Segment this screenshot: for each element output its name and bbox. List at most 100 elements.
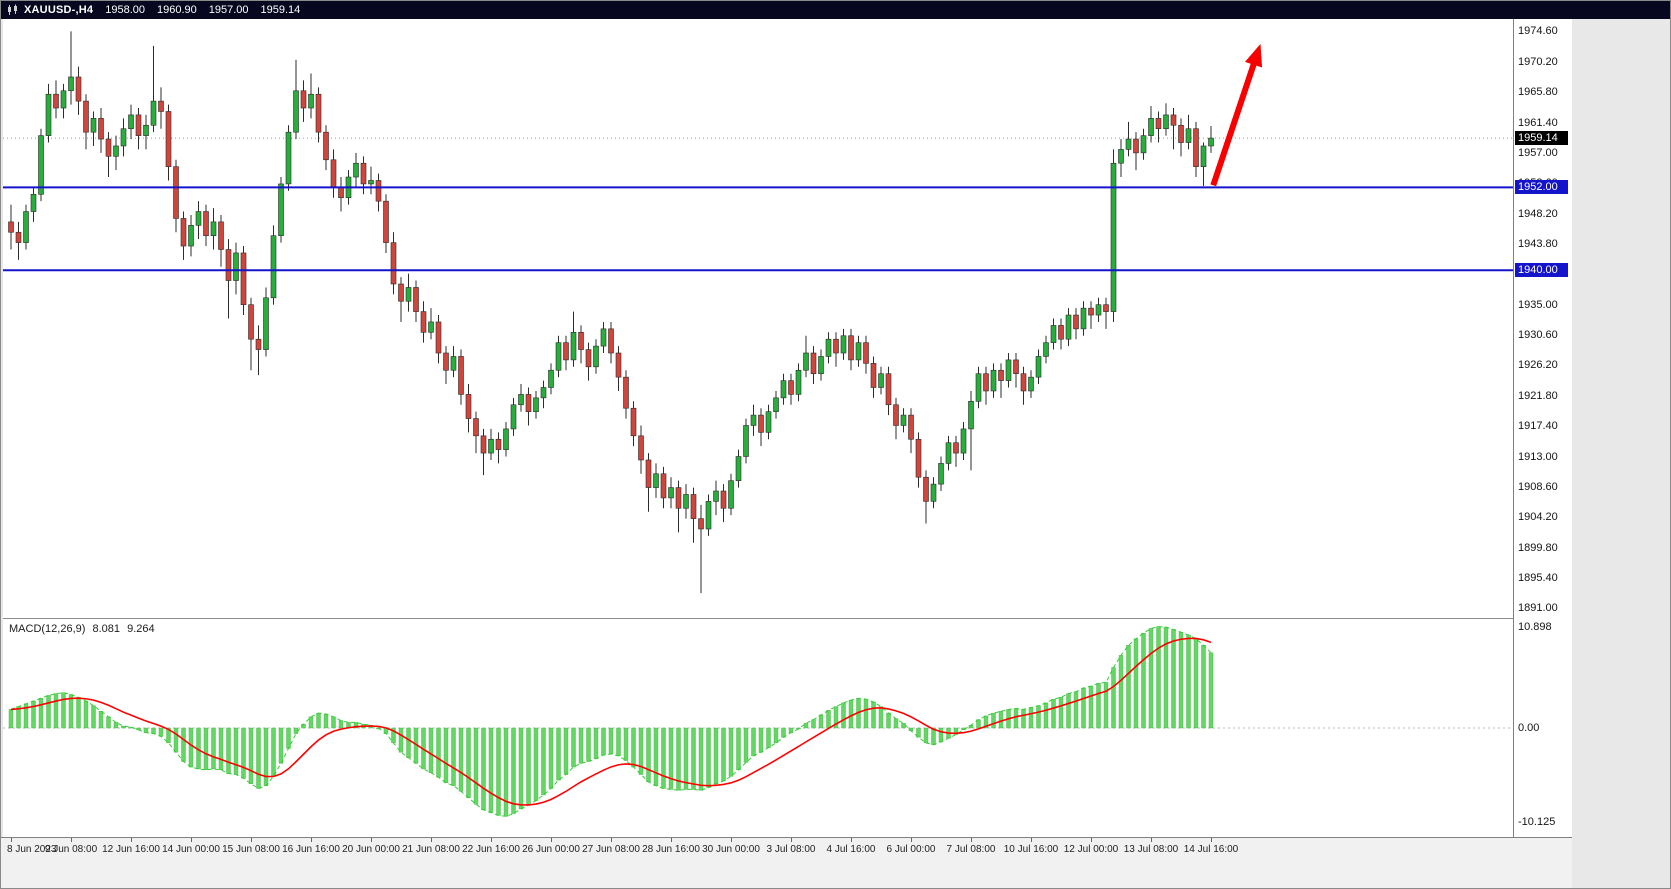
macd-histogram-bar <box>863 698 869 729</box>
candle <box>915 432 922 488</box>
time-tick-label: 12 Jul 00:00 <box>1063 844 1119 855</box>
chart-title-bar: XAUUSD-,H4 1958.00 1960.90 1957.00 1959.… <box>1 1 1670 19</box>
candle <box>675 480 682 533</box>
candle <box>360 156 367 195</box>
candle <box>525 387 532 426</box>
price-tick-label: 1957.00 <box>1518 146 1558 159</box>
price-tick-label: 1965.80 <box>1518 86 1558 99</box>
candle <box>383 194 389 253</box>
candle <box>255 325 262 376</box>
macd-histogram-bar <box>1088 685 1094 729</box>
candle <box>398 277 404 322</box>
panel-separator[interactable] <box>3 618 1513 619</box>
candle <box>1178 118 1184 157</box>
time-tick-mark <box>311 838 312 842</box>
chart-plot-area: MACD(12,26,9) 8.081 9.264 <box>3 19 1513 837</box>
macd-indicator-canvas[interactable] <box>3 619 1513 837</box>
candle <box>473 411 479 454</box>
macd-histogram-bar <box>638 727 644 775</box>
price-axis[interactable]: 1974.60 1970.20 1965.80 1961.40 1957.00 1952.… <box>1513 19 1572 837</box>
time-axis[interactable]: 8 Jun 2023 9 Jun 08:00 12 Jun 16:00 14 Jun … <box>1 837 1572 888</box>
macd-histogram-bar <box>616 727 621 757</box>
macd-histogram-bar <box>503 727 509 817</box>
trend-arrow[interactable] <box>1210 43 1263 187</box>
time-tick-mark <box>731 838 732 842</box>
macd-histogram-bar <box>826 710 831 729</box>
macd-histogram-bar <box>466 727 471 798</box>
symbol-timeframe: XAUUSD-,H4 <box>24 4 94 16</box>
macd-histogram-bar <box>488 727 494 813</box>
macd-histogram-bar <box>1208 652 1214 729</box>
macd-histogram-bar <box>458 727 464 792</box>
candle <box>780 373 787 405</box>
candle <box>435 315 442 364</box>
candle <box>188 214 194 257</box>
candle <box>938 456 944 492</box>
macd-histogram-bar <box>53 693 59 729</box>
macd-histogram-bar <box>668 727 674 790</box>
time-tick-label: 26 Jun 00:00 <box>522 844 580 855</box>
macd-histogram-bar <box>586 727 591 762</box>
main-chart-canvas[interactable] <box>3 19 1513 618</box>
candle <box>323 125 329 171</box>
macd-histogram-bar <box>443 727 449 784</box>
time-tick-label: 15 Jun 08:00 <box>222 844 280 855</box>
macd-histogram-bar <box>811 719 816 729</box>
macd-histogram-bar <box>758 727 764 753</box>
candle <box>428 308 434 340</box>
macd-histogram-bar <box>151 727 156 734</box>
candle <box>930 477 937 509</box>
macd-scale-zero: 0.00 <box>1518 722 1540 734</box>
macd-histogram-bar <box>766 727 771 748</box>
candle <box>615 346 622 391</box>
macd-histogram-bar <box>8 709 14 729</box>
price-tick-label: 1891.00 <box>1518 602 1558 615</box>
candle <box>878 366 884 395</box>
candle <box>495 432 502 464</box>
macd-histogram-bar <box>188 727 194 768</box>
price-tick-label: 1926.20 <box>1518 359 1558 372</box>
candle <box>105 132 112 178</box>
candle <box>98 108 104 153</box>
candle <box>165 104 172 181</box>
candle <box>218 214 224 267</box>
macd-histogram-bar <box>233 727 239 775</box>
candle <box>488 428 494 460</box>
candle <box>23 204 29 250</box>
macd-histogram-bar <box>1058 697 1064 729</box>
candle <box>1050 318 1057 350</box>
candle <box>750 404 757 436</box>
candle <box>300 80 307 122</box>
candle <box>743 418 749 464</box>
macd-scale-min: -10.125 <box>1518 816 1556 829</box>
candle <box>443 346 449 385</box>
macd-histogram-bar <box>98 711 104 729</box>
macd-histogram-bar <box>1103 682 1109 729</box>
candle <box>1200 142 1207 187</box>
time-tick-label: 13 Jul 08:00 <box>1123 844 1179 855</box>
candle <box>638 425 644 474</box>
macd-histogram-bar <box>46 695 51 729</box>
macd-histogram-bar <box>316 712 321 729</box>
candle <box>1193 121 1199 178</box>
candle <box>623 370 629 419</box>
macd-main-value: 8.081 <box>92 623 121 635</box>
price-tick-label: 1935.00 <box>1518 298 1558 311</box>
candle <box>555 335 562 378</box>
price-tick-label: 1908.60 <box>1518 480 1558 493</box>
candle <box>405 273 412 312</box>
candle <box>75 66 82 115</box>
macd-histogram-bar <box>1051 698 1056 729</box>
time-tick-label: 8 Jun 2023 <box>7 844 57 855</box>
macd-histogram-bar <box>143 727 149 733</box>
time-tick-label: 14 Jun 00:00 <box>162 844 220 855</box>
candle <box>758 408 764 447</box>
macd-histogram-bar <box>226 727 231 774</box>
macd-indicator-label: MACD(12,26,9) 8.081 9.264 <box>9 623 159 635</box>
candle <box>420 301 427 343</box>
macd-histogram-bar <box>308 716 314 729</box>
candle <box>788 373 794 405</box>
macd-histogram-bar <box>1148 628 1154 729</box>
time-tick-label: 22 Jun 16:00 <box>462 844 520 855</box>
time-tick-mark <box>191 838 192 842</box>
